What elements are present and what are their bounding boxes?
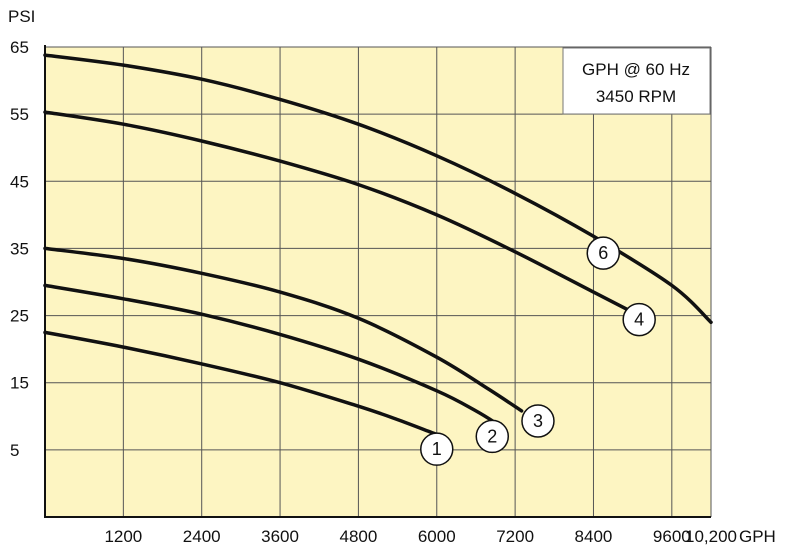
- axes: [44, 45, 711, 518]
- pump-curves: 1 2 3 4 6: [43, 53, 713, 466]
- curve-6-marker: [586, 236, 621, 270]
- curve-3-line: [43, 246, 524, 413]
- curve-1-marker: [420, 432, 454, 466]
- x-tick-label: 10,200: [685, 527, 737, 546]
- curve-4-line: [43, 110, 635, 314]
- curve-6-label: 6: [598, 243, 608, 263]
- curve-3-marker: [521, 404, 555, 438]
- x-tick-label: 4800: [339, 527, 377, 546]
- x-tick-label: 3600: [261, 527, 299, 546]
- y-tick-label: 65: [10, 38, 29, 57]
- y-tick-label: 55: [10, 105, 29, 124]
- curve-2-label: 2: [487, 426, 497, 446]
- x-tick-label: 7200: [496, 527, 534, 546]
- legend-line-1: GPH @ 60 Hz: [582, 60, 690, 79]
- x-axis-unit: GPH: [739, 527, 776, 546]
- y-axis-unit: PSI: [8, 7, 35, 26]
- y-tick-label: 15: [10, 374, 29, 393]
- x-tick-label: 9600: [653, 527, 691, 546]
- curve-4-marker: [622, 302, 656, 337]
- x-tick-label: 6000: [418, 527, 456, 546]
- y-tick-label: 5: [10, 441, 19, 460]
- curve-1-label: 1: [432, 439, 442, 459]
- y-tick-label: 25: [10, 307, 29, 326]
- legend-frame: [562, 47, 711, 115]
- legend-line-2: 3450 RPM: [596, 87, 676, 106]
- curve-1-line: [43, 330, 439, 437]
- y-tick-label: 45: [10, 172, 29, 191]
- curve-4-label: 4: [634, 310, 644, 330]
- curve-6-line: [43, 53, 713, 325]
- x-tick-label: 2400: [183, 527, 221, 546]
- y-tick-labels: 5 15 25 35 45 55 65: [10, 38, 29, 460]
- x-tick-label: 8400: [575, 527, 613, 546]
- curve-2-line: [43, 283, 501, 427]
- plot-area: [45, 47, 711, 517]
- y-tick-label: 35: [10, 239, 29, 258]
- curve-3-label: 3: [533, 411, 543, 431]
- curve-2-marker: [475, 419, 510, 454]
- x-tick-label: 1200: [104, 527, 142, 546]
- legend-box: GPH @ 60 Hz 3450 RPM: [562, 47, 711, 115]
